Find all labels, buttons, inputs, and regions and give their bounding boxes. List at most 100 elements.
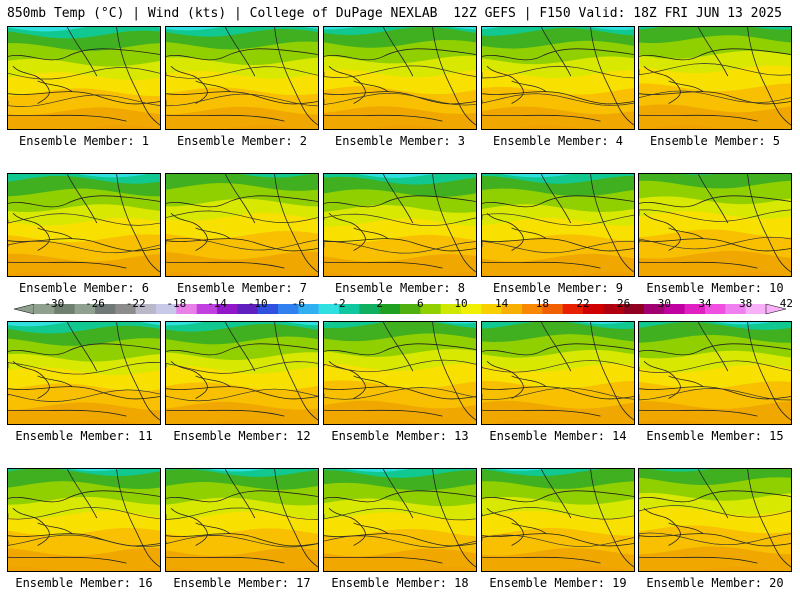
map-boundary-line bbox=[328, 212, 366, 251]
colorbar-segment bbox=[115, 304, 136, 314]
map-boundary-line bbox=[274, 174, 318, 273]
map-boundary-line bbox=[353, 227, 389, 240]
map-boundary-line bbox=[195, 227, 231, 240]
contour-line bbox=[166, 361, 318, 374]
contour-line bbox=[482, 507, 634, 520]
map-boundary-line bbox=[170, 65, 208, 104]
temperature-band bbox=[324, 174, 476, 185]
map-boundary-line bbox=[382, 322, 414, 372]
map-boundary-line bbox=[747, 27, 791, 126]
colorbar-tick-label: 30 bbox=[657, 297, 671, 310]
map-boundary-line bbox=[166, 48, 318, 61]
map-boundary-line bbox=[511, 375, 547, 388]
colorbar-tick-label: -10 bbox=[247, 297, 268, 310]
map-boundary-line bbox=[668, 375, 704, 388]
contour-line bbox=[639, 505, 791, 518]
ensemble-member-label: Ensemble Member: 10 bbox=[646, 281, 784, 295]
chart-title: 850mb Temp (°C) | Wind (kts) | College o… bbox=[7, 6, 438, 21]
colorbar-segment bbox=[542, 304, 563, 314]
ensemble-map-panel bbox=[323, 321, 477, 425]
map-boundary-line bbox=[324, 409, 443, 417]
contour-line bbox=[482, 387, 634, 401]
map-boundary-line bbox=[166, 238, 318, 252]
map-boundary-line bbox=[511, 227, 547, 240]
colorbar-tick-label: 2 bbox=[376, 297, 383, 310]
map-boundary-line bbox=[166, 490, 318, 503]
map-boundary-line bbox=[482, 238, 634, 252]
colorbar-segment bbox=[705, 304, 726, 314]
map-boundary-line bbox=[8, 533, 160, 547]
map-boundary-line bbox=[482, 48, 634, 61]
ensemble-member-label: Ensemble Member: 18 bbox=[331, 576, 469, 590]
map-boundary-line bbox=[170, 212, 208, 251]
map-boundary-line bbox=[195, 375, 231, 388]
map-boundary-line bbox=[382, 27, 414, 77]
temperature-band bbox=[324, 469, 476, 478]
map-boundary-line bbox=[353, 522, 389, 535]
map-boundary-line bbox=[328, 507, 366, 546]
map-boundary-line bbox=[482, 195, 634, 208]
ensemble-member-label: Ensemble Member: 17 bbox=[173, 576, 311, 590]
contour-line bbox=[8, 213, 160, 226]
contour-line bbox=[639, 360, 791, 373]
contour-line bbox=[166, 66, 318, 79]
map-boundary-line bbox=[166, 386, 318, 400]
colorbar-tick-label: 34 bbox=[698, 297, 712, 310]
colorbar-segment bbox=[339, 304, 360, 314]
temperature-band bbox=[482, 322, 634, 343]
ensemble-map-panel bbox=[638, 26, 792, 130]
colorbar-tick-label: -6 bbox=[291, 297, 305, 310]
colorbar-tick-label: 18 bbox=[535, 297, 549, 310]
temperature-band bbox=[8, 174, 160, 178]
map-boundary-line bbox=[166, 114, 285, 122]
contour-line bbox=[482, 213, 634, 226]
map-boundary-line bbox=[12, 65, 50, 104]
map-boundary-line bbox=[116, 27, 160, 126]
map-boundary-line bbox=[432, 174, 476, 273]
temperature-band bbox=[482, 174, 634, 178]
map-boundary-line bbox=[643, 65, 681, 104]
ensemble-map-panel bbox=[7, 173, 161, 277]
colorbar-segment bbox=[54, 304, 75, 314]
ensemble-map-panel bbox=[481, 321, 635, 425]
ensemble-map-panel bbox=[481, 468, 635, 572]
contour-line bbox=[482, 240, 634, 254]
colorbar-segment bbox=[461, 304, 482, 314]
ensemble-map-panel bbox=[638, 173, 792, 277]
map-boundary-line bbox=[224, 322, 256, 372]
map-boundary-line bbox=[37, 80, 73, 93]
temperature-band bbox=[324, 469, 476, 491]
ensemble-member-label: Ensemble Member: 6 bbox=[18, 281, 150, 295]
contour-line bbox=[639, 532, 791, 546]
ensemble-map-panel bbox=[7, 468, 161, 572]
map-boundary-line bbox=[643, 360, 681, 399]
contour-line bbox=[324, 535, 476, 548]
colorbar-segment bbox=[420, 304, 441, 314]
map-boundary-line bbox=[12, 212, 50, 251]
ensemble-map-panel bbox=[165, 173, 319, 277]
ensemble-map-panel bbox=[7, 321, 161, 425]
temperature-band bbox=[166, 469, 318, 472]
map-boundary-line bbox=[170, 507, 208, 546]
map-boundary-line bbox=[482, 533, 634, 547]
colorbar-tick-label: -26 bbox=[85, 297, 105, 310]
map-boundary-line bbox=[668, 80, 704, 93]
map-boundary-line bbox=[697, 174, 729, 224]
ensemble-member-label: Ensemble Member: 13 bbox=[331, 429, 469, 443]
colorbar-segment bbox=[501, 304, 523, 314]
colorbar-segment bbox=[196, 304, 218, 314]
colorbar-segment bbox=[34, 304, 55, 314]
map-boundary-line bbox=[66, 469, 98, 519]
colorbar-tick-label: 22 bbox=[576, 297, 590, 310]
map-boundary-line bbox=[486, 212, 524, 251]
map-boundary-line bbox=[432, 27, 476, 126]
colorbar-segment bbox=[664, 304, 685, 314]
temperature-band bbox=[324, 27, 476, 30]
map-boundary-line bbox=[8, 343, 160, 356]
ensemble-member-label: Ensemble Member: 15 bbox=[646, 429, 784, 443]
ensemble-map-panel bbox=[165, 468, 319, 572]
map-boundary-line bbox=[482, 409, 601, 417]
temperature-band bbox=[639, 322, 791, 325]
colorbar-tick-label: -30 bbox=[44, 297, 65, 310]
colorbar-segment bbox=[298, 304, 319, 314]
